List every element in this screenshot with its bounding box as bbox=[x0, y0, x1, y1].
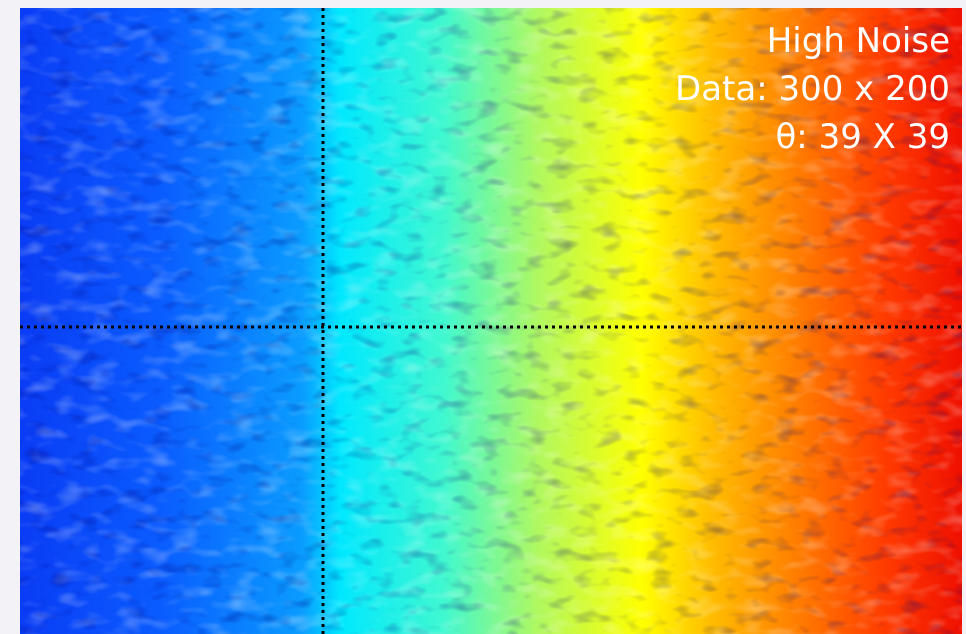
overlay-label: High Noise bbox=[767, 21, 950, 61]
heatmap-noise bbox=[20, 8, 962, 634]
overlay-label: θ: 39 X 39 bbox=[776, 117, 951, 157]
overlay-label: Data: 300 x 200 bbox=[675, 69, 950, 109]
